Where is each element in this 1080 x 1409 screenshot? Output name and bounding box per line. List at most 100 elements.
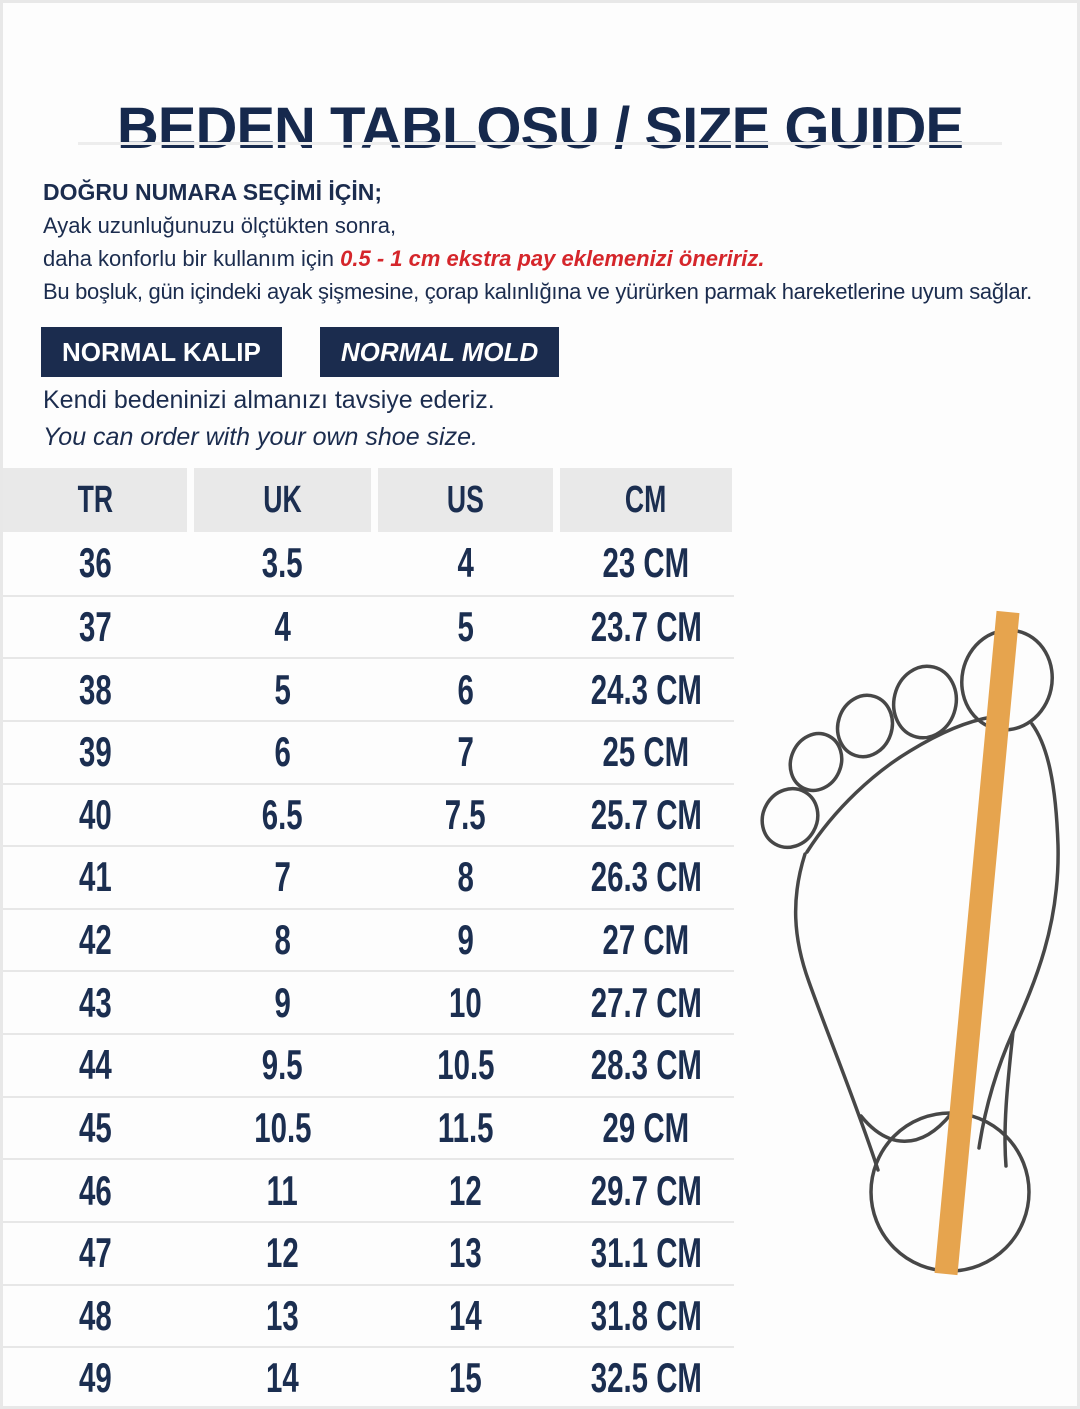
column-header-label: TR [77, 478, 113, 521]
table-cell: 6 [194, 728, 371, 776]
column-header-label: US [447, 478, 484, 521]
intro-text-block: DOĞRU NUMARA SEÇİMİ İÇİN; Ayak uzunluğun… [43, 176, 1032, 308]
table-cell-value: 15 [449, 1354, 482, 1402]
table-cell-value: 9 [274, 978, 291, 1026]
table-cell: 28.3 CM [560, 1041, 732, 1089]
table-cell-value: 42 [78, 916, 112, 964]
table-cell: 6 [378, 666, 553, 714]
column-header-us: US [378, 468, 553, 532]
table-cell: 9.5 [194, 1041, 371, 1089]
table-cell-value: 48 [78, 1291, 112, 1339]
intro-line-2: daha konforlu bir kullanım için 0.5 - 1 … [43, 242, 1032, 275]
table-row: 49 14 15 32.5 CM [3, 1346, 734, 1409]
column-header-cm: CM [560, 468, 732, 532]
table-cell-value: 26.3 CM [590, 853, 702, 901]
table-cell: 13 [378, 1229, 553, 1277]
column-header-uk: UK [194, 468, 371, 532]
table-cell: 41 [3, 853, 187, 901]
table-cell-value: 8 [457, 853, 474, 901]
table-cell: 12 [194, 1229, 371, 1277]
table-cell-value: 14 [449, 1291, 482, 1339]
table-cell-value: 25.7 CM [590, 790, 702, 838]
table-cell-value: 31.8 CM [590, 1291, 702, 1339]
table-cell: 9 [378, 916, 553, 964]
table-cell: 31.1 CM [560, 1229, 732, 1277]
table-cell-value: 40 [78, 790, 112, 838]
table-cell: 14 [194, 1354, 371, 1402]
table-row: 36 3.5 4 23 CM [3, 532, 734, 595]
fit-badge-en: NORMAL MOLD [319, 327, 560, 377]
intro-line-2-prefix: daha konforlu bir kullanım için [43, 246, 341, 271]
table-cell: 48 [3, 1292, 187, 1340]
table-cell-value: 5 [457, 602, 474, 650]
table-cell-value: 47 [78, 1229, 112, 1277]
table-cell-value: 39 [78, 728, 112, 776]
table-cell-value: 23 CM [602, 539, 690, 587]
table-cell-value: 28.3 CM [590, 1041, 702, 1089]
table-row: 38 5 6 24.3 CM [3, 657, 734, 720]
table-cell-value: 10.5 [436, 1041, 495, 1089]
table-cell: 25.7 CM [560, 791, 732, 839]
table-row: 39 6 7 25 CM [3, 719, 734, 783]
table-cell-value: 14 [266, 1354, 299, 1402]
table-cell-value: 4 [274, 602, 291, 650]
table-cell: 27 CM [560, 916, 732, 964]
table-cell-value: 29.7 CM [590, 1166, 702, 1214]
table-cell: 5 [194, 666, 371, 714]
intro-heading: DOĞRU NUMARA SEÇİMİ İÇİN; [43, 179, 383, 205]
table-cell: 8 [194, 916, 371, 964]
table-cell-value: 46 [78, 1166, 112, 1214]
table-cell: 15 [378, 1354, 553, 1402]
table-cell: 7 [378, 728, 553, 776]
foot-arch-line [859, 1112, 953, 1143]
table-cell-value: 29 CM [602, 1103, 690, 1151]
table-cell-value: 36 [78, 539, 112, 587]
size-table-body: 36 3.5 4 23 CM 37 4 5 23.7 CM 38 5 6 24.3 CM 39 6 7 25 … [3, 532, 734, 1409]
table-cell-value: 41 [78, 853, 112, 901]
table-cell: 10.5 [194, 1104, 371, 1152]
table-cell-value: 25 CM [602, 728, 690, 776]
little-toe-outline [760, 786, 820, 850]
toe-ridge-line [805, 715, 994, 854]
table-cell: 6.5 [194, 791, 371, 839]
table-cell: 24.3 CM [560, 666, 732, 714]
table-row: 44 9.5 10.5 28.3 CM [3, 1033, 734, 1096]
advice-text-block: Kendi bedeninizi almanızı tavsiye ederiz… [43, 382, 495, 456]
page-title: BEDEN TABLOSU / SIZE GUIDE [116, 95, 964, 161]
table-cell: 4 [194, 603, 371, 651]
table-row: 40 6.5 7.5 25.7 CM [3, 782, 734, 846]
table-cell-value: 24.3 CM [590, 665, 702, 713]
table-cell-value: 31.1 CM [590, 1229, 702, 1277]
table-cell-value: 8 [274, 916, 291, 964]
table-cell-value: 27 CM [602, 916, 690, 964]
table-cell: 14 [378, 1292, 553, 1340]
intro-line-1: Ayak uzunluğunuzu ölçtükten sonra, [43, 213, 397, 238]
table-cell: 8 [378, 853, 553, 901]
table-cell: 9 [194, 979, 371, 1027]
table-cell-value: 13 [266, 1291, 299, 1339]
table-cell: 25 CM [560, 728, 732, 776]
table-cell: 7 [194, 853, 371, 901]
title-divider [78, 142, 1002, 145]
table-row: 46 11 12 29.7 CM [3, 1158, 734, 1221]
table-row: 45 10.5 11.5 29 CM [3, 1095, 734, 1159]
table-cell-value: 45 [78, 1103, 112, 1151]
table-cell-value: 11.5 [437, 1103, 494, 1151]
table-cell: 36 [3, 539, 187, 587]
foot-inner-right-line [1003, 1030, 1015, 1168]
table-cell-value: 7.5 [445, 790, 486, 838]
table-cell-value: 4 [457, 539, 474, 587]
table-cell-value: 3.5 [262, 539, 303, 587]
table-cell: 43 [3, 979, 187, 1027]
table-cell: 38 [3, 666, 187, 714]
foot-left-edge [793, 852, 880, 1172]
foot-right-edge [977, 722, 1060, 1150]
table-cell: 12 [378, 1167, 553, 1215]
table-cell-value: 44 [78, 1041, 112, 1089]
table-cell: 47 [3, 1229, 187, 1277]
table-cell: 4 [378, 539, 553, 587]
table-cell: 46 [3, 1167, 187, 1215]
advice-en: You can order with your own shoe size. [43, 423, 478, 451]
table-row: 48 13 14 31.8 CM [3, 1283, 734, 1347]
